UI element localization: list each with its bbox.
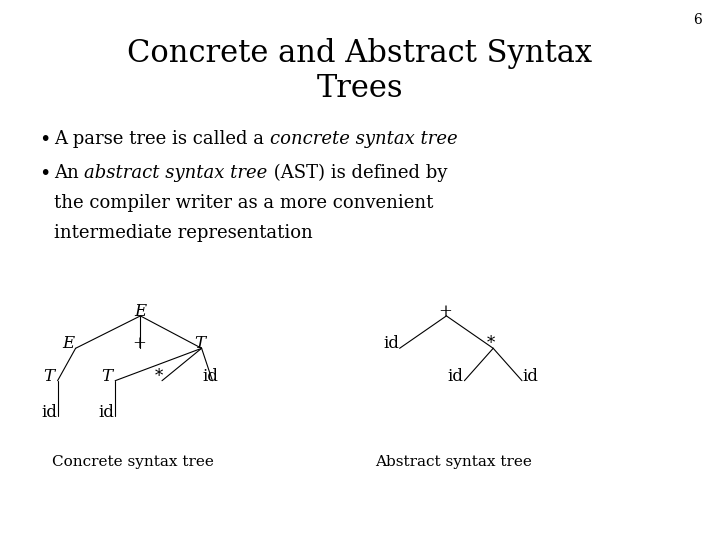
Text: Trees: Trees: [317, 73, 403, 104]
Text: id: id: [41, 403, 57, 421]
Text: •: •: [40, 130, 51, 148]
Text: 6: 6: [693, 14, 702, 28]
Text: Concrete syntax tree: Concrete syntax tree: [53, 455, 214, 469]
Text: id: id: [99, 403, 114, 421]
Text: E: E: [63, 335, 74, 353]
Text: *: *: [487, 335, 495, 353]
Text: the compiler writer as a more convenient: the compiler writer as a more convenient: [54, 194, 433, 212]
Text: E: E: [135, 303, 146, 320]
Text: abstract syntax tree: abstract syntax tree: [84, 164, 268, 181]
Text: intermediate representation: intermediate representation: [54, 224, 312, 242]
Text: T: T: [194, 335, 206, 353]
Text: An: An: [54, 164, 84, 181]
Text: A parse tree is called a: A parse tree is called a: [54, 130, 270, 147]
Text: id: id: [448, 368, 464, 385]
Text: concrete syntax tree: concrete syntax tree: [270, 130, 457, 147]
Text: T: T: [43, 368, 55, 385]
Text: id: id: [202, 368, 218, 385]
Text: *: *: [155, 368, 163, 385]
Text: Concrete and Abstract Syntax: Concrete and Abstract Syntax: [127, 38, 593, 69]
Text: +: +: [132, 335, 146, 353]
Text: Abstract syntax tree: Abstract syntax tree: [375, 455, 532, 469]
Text: id: id: [383, 335, 399, 353]
Text: T: T: [101, 368, 112, 385]
Text: (AST) is defined by: (AST) is defined by: [268, 164, 447, 182]
Text: •: •: [40, 164, 51, 183]
Text: +: +: [438, 303, 452, 320]
Text: id: id: [522, 368, 538, 385]
